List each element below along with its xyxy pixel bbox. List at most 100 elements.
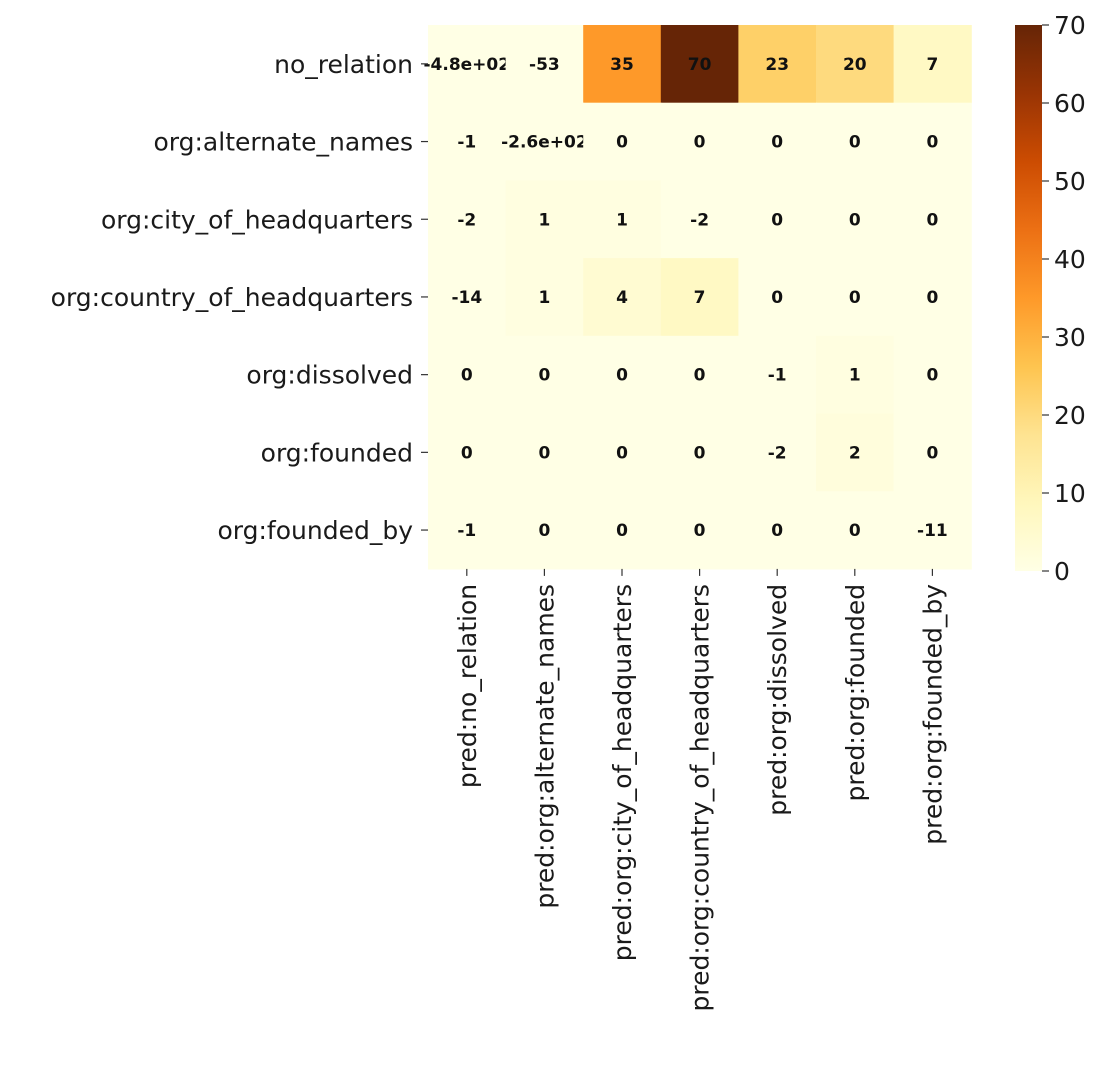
heatmap-cell-r0-c0 xyxy=(428,25,507,104)
cell-value-label: 0 xyxy=(694,133,706,153)
heatmap-cell-r6-c4 xyxy=(738,491,817,570)
cell-value-label: 1 xyxy=(538,210,550,230)
colorbar-tick-label: 20 xyxy=(1054,401,1086,430)
heatmap-cell-r0-c5 xyxy=(816,25,895,104)
cell-value-label: -1 xyxy=(768,366,787,386)
cell-value-label: 0 xyxy=(616,521,628,541)
cell-value-label: 0 xyxy=(926,133,938,153)
cell-value-label: -2.6e+02 xyxy=(501,133,588,153)
column-label: pred:org:country_of_headquarters xyxy=(686,584,715,1012)
heatmap-cell-r4-c2 xyxy=(583,335,662,415)
cell-value-label: 0 xyxy=(771,210,783,230)
column-label: pred:no_relation xyxy=(453,584,482,788)
heatmap-cell-r6-c3 xyxy=(660,491,739,570)
colorbar-tick-label: 60 xyxy=(1054,89,1086,118)
cell-value-label: 0 xyxy=(461,366,473,386)
row-label: org:founded_by xyxy=(218,516,414,545)
heatmap-cell-r3-c2 xyxy=(583,258,662,337)
colorbar-tick-label: 40 xyxy=(1054,245,1086,274)
cell-value-label: 2 xyxy=(849,443,861,463)
heatmap-cell-r5-c5 xyxy=(816,413,895,492)
colorbar-tick-label: 10 xyxy=(1054,479,1086,508)
heatmap-cell-r5-c3 xyxy=(660,413,739,492)
heatmap-cells: -4.8e+02 -53 35 70 23 20 7-1 -2.6e+02 0 0 0 0 0-2 1 1-… xyxy=(423,25,972,570)
cell-value-label: 0 xyxy=(616,366,628,386)
colorbar: 0 10 20 30 40 50 60 70 xyxy=(1015,11,1086,586)
cell-value-label: 70 xyxy=(688,55,712,75)
cell-value-label: -2 xyxy=(457,210,476,230)
colorbar-tick-label: 70 xyxy=(1054,11,1086,40)
cell-value-label: 0 xyxy=(538,366,550,386)
cell-value-label: 0 xyxy=(538,521,550,541)
cell-value-label: 7 xyxy=(926,55,938,75)
heatmap-cell-r1-c6 xyxy=(893,102,972,181)
cell-value-label: -1 xyxy=(457,133,476,153)
cell-value-label: 7 xyxy=(694,288,706,308)
cell-value-label: 0 xyxy=(616,133,628,153)
cell-value-label: 0 xyxy=(616,443,628,463)
heatmap-cell-r2-c2 xyxy=(583,180,662,259)
heatmap-cell-r2-c6 xyxy=(893,180,972,259)
heatmap-cell-r2-c4 xyxy=(738,180,817,259)
cell-value-label: 23 xyxy=(765,55,789,75)
heatmap-cell-r1-c4 xyxy=(738,102,817,181)
heatmap-cell-r6-c6 xyxy=(893,491,972,570)
heatmap-cell-r6-c0 xyxy=(428,491,507,570)
cell-value-label: 20 xyxy=(843,55,867,75)
heatmap-cell-r4-c3 xyxy=(660,335,739,415)
column-label: pred:org:city_of_headquarters xyxy=(608,584,637,961)
cell-value-label: 0 xyxy=(538,443,550,463)
heatmap-cell-r0-c1 xyxy=(505,25,584,104)
cell-value-label: 0 xyxy=(694,521,706,541)
cell-value-label: 0 xyxy=(849,133,861,153)
colorbar-tick-label: 0 xyxy=(1054,557,1070,586)
heatmap-cell-r4-c5 xyxy=(816,335,895,415)
heatmap-cell-r4-c6 xyxy=(893,335,972,415)
cell-value-label: 0 xyxy=(926,366,938,386)
cell-value-label: 0 xyxy=(461,443,473,463)
row-label: org:city_of_headquarters xyxy=(101,205,413,234)
heatmap-cell-r3-c1 xyxy=(505,258,584,337)
cell-value-label: 0 xyxy=(849,521,861,541)
colorbar-tick-label: 50 xyxy=(1054,167,1086,196)
heatmap-cell-r2-c3 xyxy=(660,180,739,259)
cell-value-label: 0 xyxy=(849,210,861,230)
cell-value-label: 1 xyxy=(849,366,861,386)
cell-value-label: 0 xyxy=(694,366,706,386)
row-label: no_relation xyxy=(274,50,413,79)
heatmap-cell-r1-c0 xyxy=(428,102,507,181)
cell-value-label: 4 xyxy=(616,288,628,308)
heatmap-cell-r5-c0 xyxy=(428,413,507,492)
cell-value-label: 35 xyxy=(610,55,634,75)
heatmap-cell-r0-c3 xyxy=(660,25,739,104)
cell-value-label: 0 xyxy=(849,288,861,308)
heatmap-cell-r4-c4 xyxy=(738,335,817,415)
heatmap-cell-r2-c1 xyxy=(505,180,584,259)
heatmap-cell-r2-c0 xyxy=(428,180,507,259)
heatmap-cell-r5-c1 xyxy=(505,413,584,492)
column-label: pred:org:alternate_names xyxy=(530,584,559,909)
heatmap-cell-r4-c1 xyxy=(505,335,584,415)
cell-value-label: -1 xyxy=(457,521,476,541)
heatmap-cell-r1-c1 xyxy=(505,102,584,181)
cell-value-label: -14 xyxy=(451,288,482,308)
heatmap-cell-r5-c2 xyxy=(583,413,662,492)
row-label: org:alternate_names xyxy=(154,128,414,157)
cell-value-label: -2 xyxy=(768,443,787,463)
cell-value-label: -2 xyxy=(690,210,709,230)
heatmap-cell-r3-c3 xyxy=(660,258,739,337)
column-label: pred:org:founded xyxy=(841,584,870,802)
heatmap-cell-r6-c5 xyxy=(816,491,895,570)
cell-value-label: 0 xyxy=(771,133,783,153)
heatmap-cell-r5-c4 xyxy=(738,413,817,492)
heatmap-cell-r5-c6 xyxy=(893,413,972,492)
cell-value-label: 0 xyxy=(694,443,706,463)
heatmap-cell-r0-c2 xyxy=(583,25,662,104)
cell-value-label: 0 xyxy=(771,288,783,308)
column-labels: pred:no_relation pred:org:alternate_names… xyxy=(453,568,947,1012)
column-label: pred:org:founded_by xyxy=(918,584,947,845)
colorbar-tick-label: 30 xyxy=(1054,323,1086,352)
heatmap-cell-r1-c3 xyxy=(660,102,739,181)
cell-value-label: 0 xyxy=(771,521,783,541)
